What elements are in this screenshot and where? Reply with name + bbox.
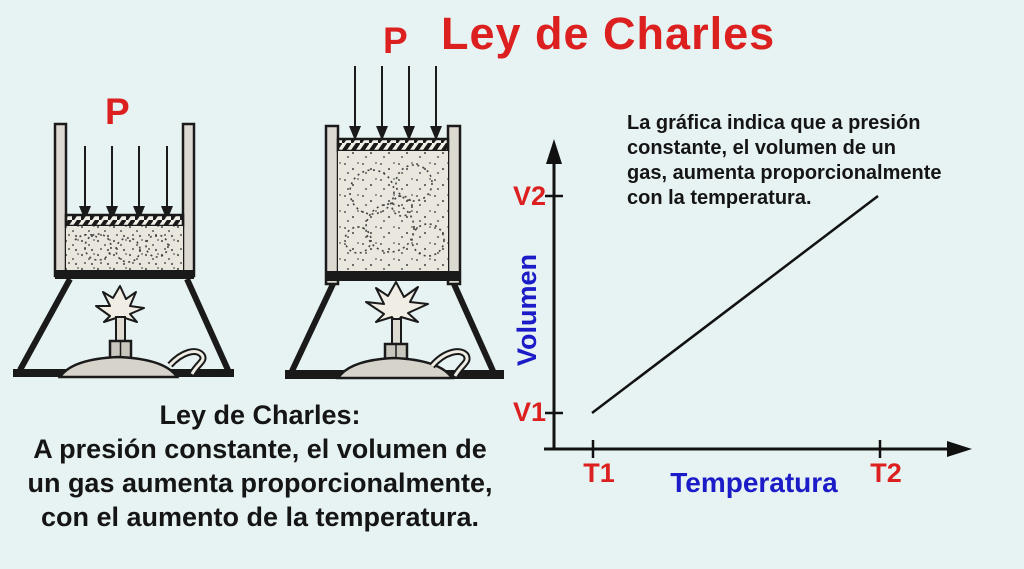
law-statement-line: con el aumento de la temperatura. bbox=[40, 502, 480, 532]
chart-caption-line: constante, el volumen de un bbox=[627, 137, 896, 159]
law-statement-line: A presión constante, el volumen de bbox=[33, 434, 487, 464]
gas-volume-expanded bbox=[326, 151, 460, 281]
gas-volume-small bbox=[55, 226, 194, 279]
pressure-arrows-icon bbox=[349, 66, 442, 141]
law-statement-line: Ley de Charles: bbox=[159, 400, 361, 430]
chart-caption-line: con la temperatura. bbox=[627, 187, 812, 209]
x-axis bbox=[544, 440, 972, 458]
y-axis bbox=[545, 139, 563, 449]
cylinder-walls bbox=[324, 124, 462, 286]
y-tick-v1: V1 bbox=[512, 397, 546, 427]
y-axis-label: Volumen bbox=[511, 254, 542, 367]
law-statement-line: un gas aumenta proporcionalmente, bbox=[27, 468, 493, 498]
burner-flame-icon bbox=[57, 285, 207, 379]
x-tick-t2: T2 bbox=[870, 458, 902, 488]
data-line bbox=[591, 195, 879, 414]
law-statement: Ley de Charles: A presión constante, el … bbox=[2, 398, 518, 534]
apparatus-left-illustration bbox=[13, 122, 234, 379]
chart-caption-line: gas, aumenta proporcionalmente bbox=[627, 162, 942, 184]
pressure-arrows-icon bbox=[79, 146, 173, 221]
burner-flame-icon bbox=[335, 281, 471, 380]
chart-caption: La gráfica indica que a presión constant… bbox=[627, 111, 979, 211]
pressure-label-left: P bbox=[105, 91, 130, 132]
x-tick-t1: T1 bbox=[583, 458, 615, 488]
piston bbox=[336, 137, 450, 153]
y-tick-v2: V2 bbox=[512, 181, 546, 211]
apparatus-right-illustration bbox=[285, 66, 504, 380]
chart-caption-line: La gráfica indica que a presión bbox=[627, 112, 921, 134]
x-axis-label: Temperatura bbox=[670, 467, 838, 498]
piston bbox=[64, 213, 185, 228]
volume-temperature-chart bbox=[544, 139, 972, 458]
page-title: Ley de Charles bbox=[441, 8, 776, 59]
pressure-label-right: P bbox=[383, 20, 408, 61]
